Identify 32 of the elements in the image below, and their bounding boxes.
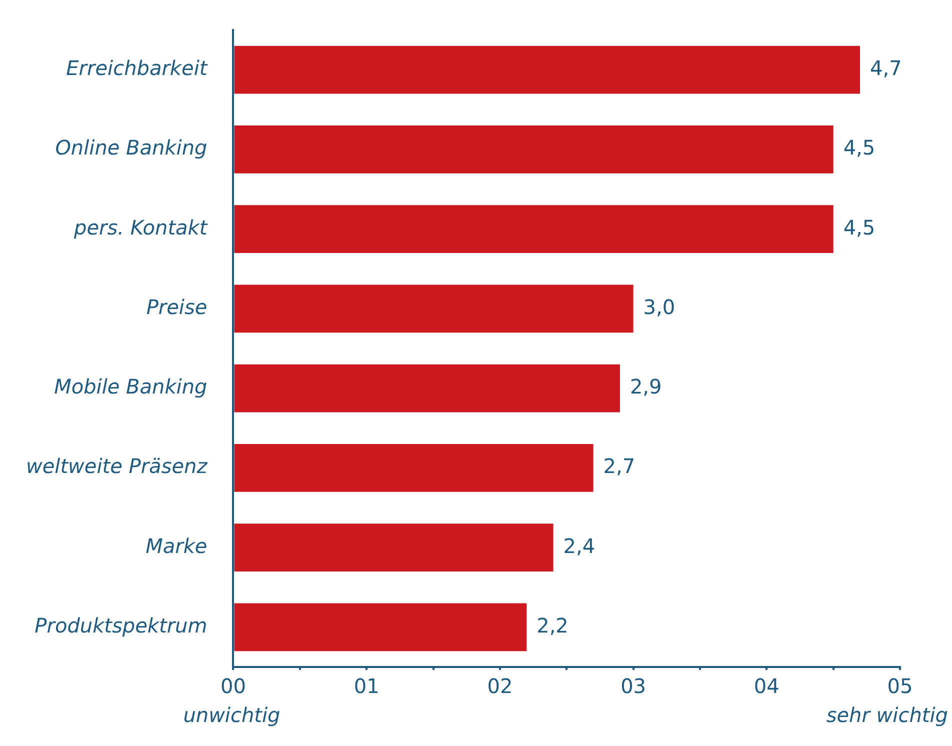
bar xyxy=(234,284,634,333)
y-tick-label: Mobile Banking xyxy=(54,374,208,399)
data-label: 2,2 xyxy=(536,613,568,638)
data-label: 2,4 xyxy=(563,534,596,558)
y-tick-label: Preise xyxy=(146,294,208,319)
bar xyxy=(234,524,554,572)
x-tick-label: 04 xyxy=(754,674,780,698)
bar xyxy=(234,444,594,492)
data-label: 2,9 xyxy=(630,374,662,399)
x-tick-label: 01 xyxy=(354,674,380,698)
y-tick-label: Produktspektrum xyxy=(34,613,208,638)
text: unwichtig xyxy=(183,703,280,728)
y-tick-label: pers. Kontakt xyxy=(73,215,208,240)
bar xyxy=(234,46,860,94)
data-label: 4,5 xyxy=(843,136,876,160)
x-tick-label: 05 xyxy=(887,674,913,698)
x-tick-label: 03 xyxy=(620,674,646,698)
data-label: 2,7 xyxy=(603,454,636,478)
bar xyxy=(234,126,834,174)
data-label: 3,0 xyxy=(643,294,676,319)
bar xyxy=(234,364,620,412)
data-label: 4,5 xyxy=(843,215,876,240)
text: sehr wichtig xyxy=(826,703,948,728)
x-tick-label: 00 xyxy=(220,674,246,698)
y-tick-label: Erreichbarkeit xyxy=(66,56,208,80)
x-tick-label: 02 xyxy=(487,674,513,698)
bar xyxy=(234,603,527,652)
y-tick-label: Online Banking xyxy=(55,136,208,160)
data-label: 4,7 xyxy=(870,56,902,80)
y-tick-label: weltweite Präsenz xyxy=(26,454,208,478)
bar xyxy=(234,205,834,253)
y-tick-label: Marke xyxy=(146,534,208,558)
